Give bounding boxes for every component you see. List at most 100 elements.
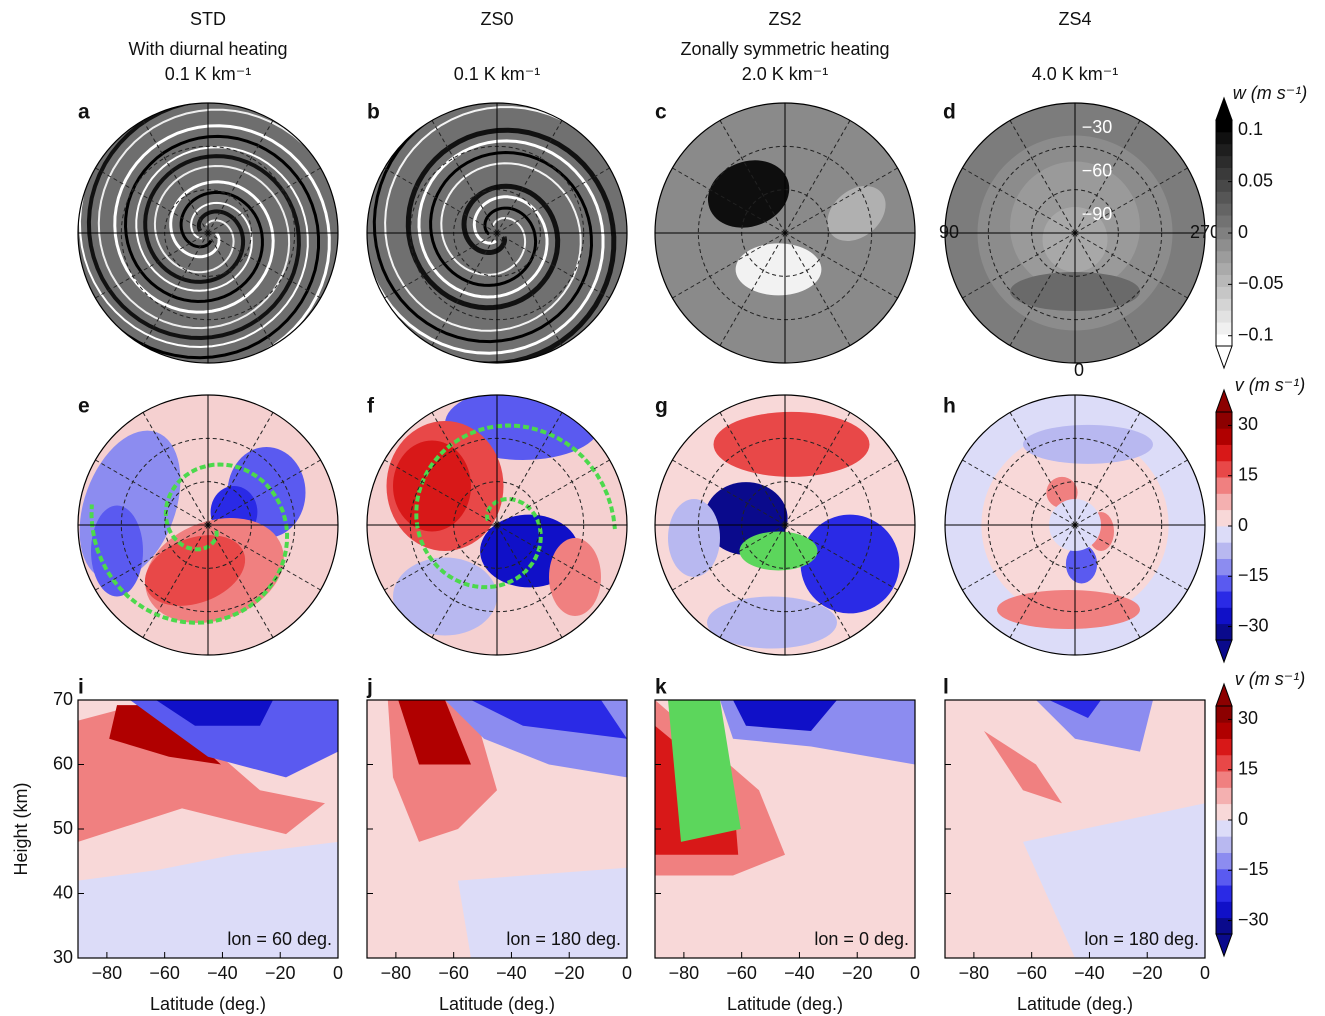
- colorbar-band: [1216, 526, 1232, 543]
- colorbar-tick-label: −0.1: [1238, 324, 1274, 344]
- colorbar-band: [1216, 179, 1232, 192]
- colorbar-tick-label: 0.05: [1238, 170, 1273, 190]
- spoke: [1074, 412, 1141, 526]
- contour-field: [78, 700, 338, 958]
- spoke: [1009, 232, 1076, 346]
- spoke: [384, 167, 498, 234]
- spoke: [95, 459, 209, 526]
- spoke: [962, 232, 1076, 299]
- x-tick-label: −40: [784, 963, 815, 983]
- lon-label: 90: [939, 222, 959, 242]
- field: [1023, 803, 1205, 958]
- field: [984, 730, 1062, 804]
- column-subtitle: With diurnal heating: [128, 39, 287, 59]
- field: [372, 103, 594, 344]
- field: [109, 705, 221, 765]
- spoke: [962, 524, 1076, 591]
- spoke: [784, 459, 898, 526]
- colorbar-tick-label: 0: [1238, 222, 1248, 242]
- colorbar-band: [1216, 607, 1232, 625]
- spoke: [1009, 524, 1076, 638]
- column-title: ZS4: [1058, 9, 1091, 29]
- lat-label: −30: [1082, 117, 1113, 137]
- spoke: [962, 459, 1076, 526]
- spoke: [962, 167, 1076, 234]
- contour-field: [367, 700, 627, 958]
- spoke: [1074, 524, 1188, 591]
- panel-label: g: [655, 395, 668, 418]
- colorbar-band: [1216, 722, 1232, 739]
- field: [668, 700, 741, 842]
- panel-label: d: [943, 101, 956, 124]
- spoke: [1074, 524, 1141, 638]
- panel-frame: [654, 102, 916, 364]
- panel-label: a: [78, 101, 90, 124]
- colorbar-band: [1216, 274, 1232, 287]
- spoke: [784, 524, 898, 591]
- spoke: [496, 412, 563, 526]
- field: [367, 139, 605, 355]
- annotation: lon = 180 deg.: [506, 929, 621, 949]
- field: [97, 108, 335, 330]
- spoke: [207, 232, 274, 346]
- spoke: [672, 167, 786, 234]
- colorbar-label: v (m s⁻¹): [1235, 375, 1305, 395]
- y-axis-label: Height (km): [11, 782, 31, 875]
- x-axis-label: Latitude (deg.): [439, 994, 555, 1014]
- annotation: lon = 60 deg.: [227, 929, 332, 949]
- field: [86, 103, 301, 341]
- spoke: [1009, 412, 1076, 526]
- colorbar-band: [1216, 322, 1232, 335]
- field: [130, 700, 338, 778]
- column-heating: 4.0 K km⁻¹: [1032, 64, 1119, 84]
- panel-frame: [944, 394, 1206, 656]
- colorbar-band: [1216, 706, 1232, 723]
- field: [156, 700, 273, 726]
- spoke: [384, 232, 498, 299]
- spoke: [496, 232, 563, 346]
- spoke: [784, 232, 851, 346]
- colorbar-band: [1216, 836, 1232, 853]
- colorbar-tick-label: −0.05: [1238, 273, 1284, 293]
- contour-field: [655, 700, 915, 958]
- column-title: ZS2: [768, 9, 801, 29]
- colorbar-label: v (m s⁻¹): [1235, 669, 1305, 689]
- x-tick-label: −20: [1132, 963, 1163, 983]
- spoke: [496, 120, 563, 234]
- colorbar-tick-label: −15: [1238, 565, 1269, 585]
- colorbar-extend: [1215, 96, 1233, 121]
- spoke: [784, 412, 851, 526]
- field: [78, 146, 309, 349]
- x-tick-label: −60: [149, 963, 180, 983]
- colorbar-tick-label: −30: [1238, 909, 1269, 929]
- colorbar-band: [1216, 787, 1232, 805]
- spoke: [496, 459, 610, 526]
- colorbar-band: [1216, 852, 1232, 870]
- field: [405, 127, 617, 363]
- spoke: [95, 524, 209, 591]
- panel-label: f: [367, 395, 375, 418]
- field: [668, 499, 720, 577]
- spoke: [207, 524, 274, 638]
- lon-label: 0: [1074, 360, 1084, 380]
- colorbar-tick-label: 30: [1238, 414, 1258, 434]
- field: [549, 538, 601, 616]
- colorbar-band: [1216, 238, 1232, 252]
- colorbar-extend: [1215, 933, 1233, 958]
- y-tick-label: 40: [53, 882, 73, 902]
- colorbar-band: [1216, 227, 1232, 240]
- colorbar-band: [1216, 191, 1232, 204]
- column-heating: 2.0 K km⁻¹: [742, 64, 829, 84]
- spoke: [207, 232, 321, 299]
- colorbar-tick-label: 0: [1238, 809, 1248, 829]
- spoke: [207, 412, 274, 526]
- panel-label: e: [78, 395, 90, 418]
- spoke: [207, 120, 274, 234]
- spoke: [496, 232, 610, 299]
- spoke: [1074, 120, 1141, 234]
- spoke: [431, 120, 498, 234]
- colorbar-extend: [1215, 345, 1233, 370]
- panel-label: i: [78, 676, 84, 699]
- spoke: [431, 412, 498, 526]
